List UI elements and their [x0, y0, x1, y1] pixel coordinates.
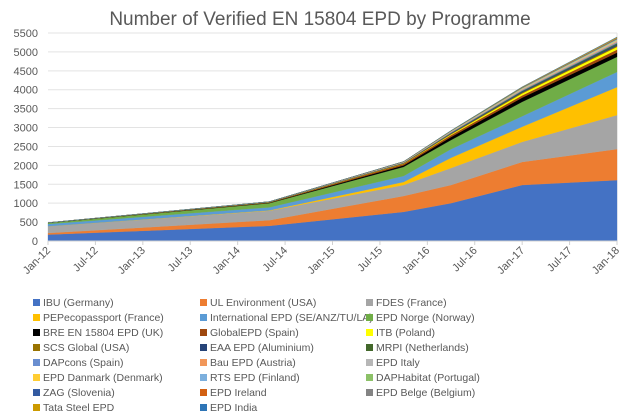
legend-swatch: [366, 314, 373, 321]
legend-label: EPD Norge (Norway): [376, 312, 475, 324]
legend-item: EPD Italy: [366, 357, 421, 369]
legend-swatch: [366, 329, 373, 336]
legend-swatch: [200, 329, 207, 336]
legend-label: Bau EPD (Austria): [210, 357, 296, 369]
legend-label: ITB (Poland): [376, 327, 435, 339]
y-tick-label: 4000: [14, 85, 38, 97]
legend-item: EPD Ireland: [200, 387, 267, 399]
legend-swatch: [200, 314, 207, 321]
legend-swatch: [33, 404, 40, 411]
legend-label: FDES (France): [376, 297, 447, 309]
legend-label: SCS Global (USA): [43, 342, 129, 354]
legend-item: ITB (Poland): [366, 327, 435, 339]
legend-item: EPD Belge (Belgium): [366, 387, 475, 399]
y-tick-label: 5000: [14, 47, 38, 59]
legend-item: EAA EPD (Aluminium): [200, 342, 314, 354]
y-tick-label: 500: [20, 217, 38, 229]
legend-swatch: [33, 359, 40, 366]
y-tick-label: 4500: [14, 66, 38, 78]
legend-item: PEPecopassport (France): [33, 312, 164, 324]
legend-item: Tata Steel EPD: [33, 402, 115, 414]
area-series-22: [47, 36, 618, 223]
y-tick-label: 3000: [14, 123, 38, 135]
legend-label: BRE EN 15804 EPD (UK): [43, 327, 163, 339]
legend-item: FDES (France): [366, 297, 447, 309]
x-tick-label: Jul-17: [545, 245, 575, 275]
legend-item: RTS EPD (Finland): [200, 372, 300, 384]
legend-label: PEPecopassport (France): [43, 312, 164, 324]
legend-item: BRE EN 15804 EPD (UK): [33, 327, 163, 339]
legend-label: EPD India: [210, 402, 257, 414]
chart-title: Number of Verified EN 15804 EPD by Progr…: [109, 9, 530, 30]
legend-swatch: [200, 299, 207, 306]
y-tick-label: 3500: [14, 104, 38, 116]
x-tick-label: Jul-16: [450, 245, 480, 275]
x-tick-label: Jul-12: [71, 245, 101, 275]
legend-swatch: [200, 359, 207, 366]
legend-item: EPD India: [200, 402, 257, 414]
legend-item: Bau EPD (Austria): [200, 357, 296, 369]
legend-item: International EPD (SE/ANZ/TU/LA): [200, 312, 373, 324]
legend-label: MRPI (Netherlands): [376, 342, 469, 354]
legend-swatch: [33, 299, 40, 306]
legend-label: UL Environment (USA): [210, 297, 316, 309]
legend-label: EPD Belge (Belgium): [376, 387, 475, 399]
legend-swatch: [366, 299, 373, 306]
y-tick-label: 2000: [14, 160, 38, 172]
legend-label: EPD Ireland: [210, 387, 267, 399]
legend-label: Tata Steel EPD: [43, 402, 115, 414]
legend-label: EPD Italy: [376, 357, 421, 369]
legend-label: GlobalEPD (Spain): [210, 327, 299, 339]
legend-swatch: [33, 374, 40, 381]
y-tick-label: 5500: [14, 28, 38, 40]
x-tick-label: Jan-15: [305, 245, 337, 277]
legend-swatch: [366, 344, 373, 351]
x-tick-label: Jul-15: [355, 245, 385, 275]
legend-swatch: [200, 404, 207, 411]
legend-item: DAPcons (Spain): [33, 357, 124, 369]
legend-label: ZAG (Slovenia): [43, 387, 115, 399]
x-tick-label: Jan-14: [211, 245, 243, 277]
legend-item: MRPI (Netherlands): [366, 342, 469, 354]
y-tick-label: 1000: [14, 198, 38, 210]
legend-item: IBU (Germany): [33, 297, 114, 309]
x-tick-label: Jan-12: [21, 245, 53, 277]
x-tick-label: Jan-16: [400, 245, 432, 277]
legend-swatch: [200, 374, 207, 381]
legend-item: GlobalEPD (Spain): [200, 327, 299, 339]
legend-swatch: [33, 344, 40, 351]
legend-swatch: [33, 329, 40, 336]
legend-label: EPD Danmark (Denmark): [43, 372, 163, 384]
legend-swatch: [366, 374, 373, 381]
legend-swatch: [366, 359, 373, 366]
legend-item: SCS Global (USA): [33, 342, 129, 354]
y-tick-label: 1500: [14, 179, 38, 191]
legend-swatch: [200, 389, 207, 396]
legend-item: ZAG (Slovenia): [33, 387, 115, 399]
legend-label: DAPcons (Spain): [43, 357, 124, 369]
legend-label: IBU (Germany): [43, 297, 114, 309]
legend-label: DAPHabitat (Portugal): [376, 372, 480, 384]
x-tick-label: Jan-13: [116, 245, 148, 277]
legend-item: EPD Norge (Norway): [366, 312, 475, 324]
y-tick-label: 2500: [14, 141, 38, 153]
legend-label: RTS EPD (Finland): [210, 372, 300, 384]
legend-item: EPD Danmark (Denmark): [33, 372, 163, 384]
legend-swatch: [33, 314, 40, 321]
legend-item: DAPHabitat (Portugal): [366, 372, 480, 384]
legend-label: EAA EPD (Aluminium): [210, 342, 314, 354]
x-tick-label: Jul-14: [261, 245, 291, 275]
x-tick-label: Jan-18: [590, 245, 622, 277]
y-tick-label: 0: [32, 236, 38, 248]
legend-swatch: [366, 389, 373, 396]
legend-swatch: [200, 344, 207, 351]
legend-label: International EPD (SE/ANZ/TU/LA): [210, 312, 373, 324]
x-tick-label: Jul-13: [166, 245, 196, 275]
legend-swatch: [33, 389, 40, 396]
legend-item: UL Environment (USA): [200, 297, 316, 309]
x-tick-label: Jan-17: [495, 245, 527, 277]
